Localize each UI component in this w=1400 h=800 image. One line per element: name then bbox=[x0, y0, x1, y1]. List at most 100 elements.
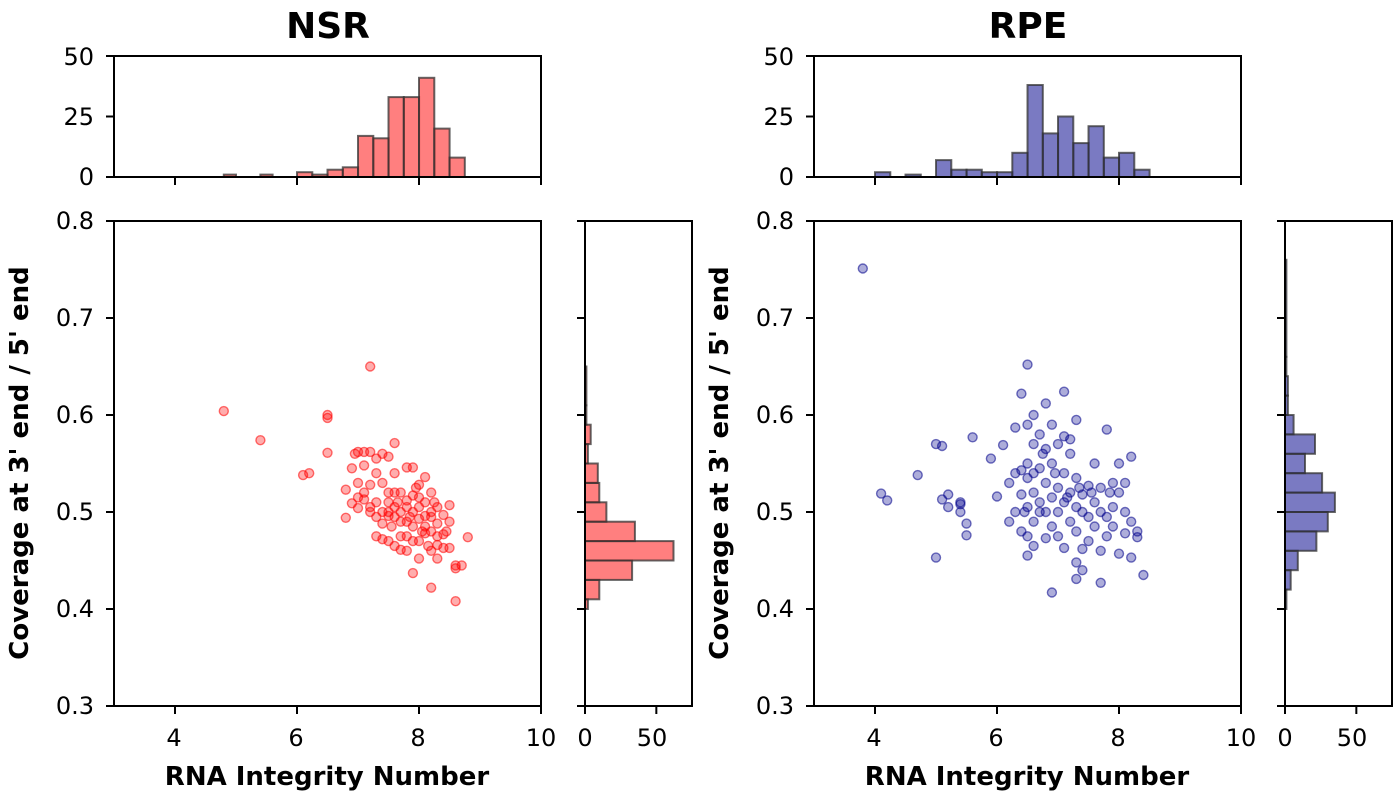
scatter-point bbox=[426, 582, 437, 593]
scatter-point bbox=[1034, 463, 1045, 474]
scatter-point bbox=[1058, 468, 1070, 479]
scatter-point bbox=[419, 471, 431, 483]
scatter-point bbox=[407, 535, 419, 547]
histogram-bar bbox=[1284, 433, 1316, 455]
top-histogram: 0 25 50 bbox=[763, 43, 1242, 191]
x-tick-label: 10 bbox=[526, 724, 557, 752]
scatter-point bbox=[875, 488, 887, 499]
y-tick-label: 0.6 bbox=[56, 401, 94, 429]
scatter-point bbox=[1113, 487, 1125, 498]
y-tick-label: 0.7 bbox=[756, 304, 794, 332]
scatter-point bbox=[882, 495, 893, 506]
scatter-point bbox=[1040, 506, 1052, 518]
scatter-point bbox=[401, 501, 412, 513]
scatter-point bbox=[416, 526, 428, 537]
scatter-point bbox=[1034, 429, 1045, 440]
scatter-point bbox=[377, 518, 388, 529]
x-tick-label: 6 bbox=[288, 724, 303, 752]
scatter-point bbox=[389, 437, 400, 449]
scatter-point bbox=[857, 263, 868, 274]
scatter-point bbox=[426, 487, 437, 498]
scatter-point bbox=[936, 440, 948, 452]
scatter-point bbox=[1104, 487, 1116, 498]
scatter-point bbox=[352, 492, 364, 503]
scatter-point bbox=[1040, 398, 1052, 409]
scatter-point bbox=[444, 542, 455, 554]
histogram-bar bbox=[1041, 132, 1060, 178]
scatter-point bbox=[1077, 565, 1088, 576]
histogram-bar bbox=[1284, 530, 1318, 552]
scatter-point bbox=[429, 497, 440, 508]
scatter-point bbox=[352, 502, 364, 514]
scatter-point bbox=[444, 500, 455, 511]
scatter-point bbox=[432, 553, 443, 564]
histogram-bar bbox=[402, 96, 421, 178]
scatter-point bbox=[1113, 548, 1125, 559]
scatter-point bbox=[404, 511, 415, 523]
scatter-point bbox=[1095, 545, 1106, 556]
histogram-bar bbox=[1284, 414, 1295, 436]
scatter-point bbox=[1052, 506, 1064, 518]
scatter-point bbox=[1064, 434, 1076, 445]
scatter-point bbox=[322, 409, 333, 421]
scatter-point bbox=[1028, 438, 1039, 450]
scatter-point bbox=[1028, 409, 1039, 421]
scatter-point bbox=[371, 511, 382, 523]
y-tick-label: 0.5 bbox=[56, 498, 94, 526]
scatter-point bbox=[1052, 438, 1064, 450]
scatter-point bbox=[1071, 472, 1082, 484]
scatter-point bbox=[1083, 511, 1094, 523]
scatter-point bbox=[456, 560, 467, 571]
histogram-bar bbox=[1072, 142, 1090, 179]
scatter-point bbox=[462, 532, 473, 543]
scatter-plot: 4 6 8 10 0.3 0.4 0.5 0.6 0.7 0.8 RNA Int… bbox=[5, 207, 556, 792]
scatter-point bbox=[441, 526, 452, 537]
scatter-point bbox=[1004, 516, 1015, 527]
y-tick-label: 0.3 bbox=[756, 692, 794, 720]
histogram-bar bbox=[1011, 151, 1029, 179]
scatter-point bbox=[358, 460, 370, 471]
scatter-point bbox=[1071, 573, 1082, 585]
scatter-point bbox=[1107, 477, 1119, 489]
histogram-bar bbox=[1102, 156, 1121, 179]
scatter-point bbox=[1028, 540, 1039, 552]
histogram-bar bbox=[1057, 115, 1075, 178]
histogram-bar bbox=[935, 159, 953, 179]
top-hist-ytick: 0 bbox=[79, 163, 94, 191]
scatter-point bbox=[1074, 482, 1085, 493]
scatter-point bbox=[1010, 422, 1021, 433]
panel-title: NSR bbox=[286, 6, 370, 47]
scatter-point bbox=[1095, 482, 1106, 493]
top-hist-ytick: 25 bbox=[763, 103, 794, 131]
scatter-point bbox=[371, 468, 382, 479]
scatter-point bbox=[444, 516, 455, 527]
scatter-point bbox=[1119, 506, 1131, 518]
histogram-bar bbox=[433, 127, 451, 179]
scatter-point bbox=[1016, 388, 1027, 399]
scatter-point bbox=[1089, 458, 1100, 469]
scatter-point bbox=[1107, 521, 1119, 532]
scatter-point bbox=[967, 432, 978, 443]
histogram-bar bbox=[584, 578, 601, 601]
scatter-point bbox=[392, 497, 403, 508]
scatter-point bbox=[432, 518, 443, 529]
histogram-bar bbox=[584, 462, 599, 484]
scatter-point bbox=[1113, 458, 1125, 469]
scatter-point bbox=[322, 447, 333, 458]
histogram-bar bbox=[372, 137, 390, 179]
scatter-point bbox=[1083, 535, 1094, 547]
histogram-bar bbox=[1284, 452, 1306, 475]
scatter-point bbox=[413, 492, 425, 503]
histogram-bar bbox=[418, 76, 436, 178]
right-hist-xtick: 50 bbox=[1337, 724, 1368, 752]
scatter-point bbox=[1071, 557, 1082, 568]
scatter-point bbox=[961, 530, 972, 541]
scatter-point bbox=[410, 482, 422, 493]
top-hist-ytick: 0 bbox=[779, 163, 794, 191]
scatter-point bbox=[930, 552, 942, 563]
top-hist-ytick: 50 bbox=[763, 43, 794, 71]
y-tick-label: 0.8 bbox=[756, 207, 794, 235]
histogram-bar bbox=[1284, 472, 1324, 494]
y-tick-label: 0.7 bbox=[56, 304, 94, 332]
scatter-point bbox=[1101, 424, 1113, 435]
